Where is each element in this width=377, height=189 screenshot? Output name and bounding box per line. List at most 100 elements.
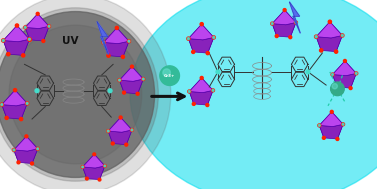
Circle shape — [143, 78, 144, 80]
Ellipse shape — [9, 25, 142, 164]
Circle shape — [86, 177, 88, 180]
Circle shape — [318, 124, 321, 127]
Ellipse shape — [0, 0, 171, 189]
Circle shape — [102, 41, 105, 44]
Circle shape — [12, 148, 15, 151]
Circle shape — [37, 148, 38, 150]
Circle shape — [306, 70, 310, 74]
Circle shape — [130, 65, 133, 68]
Circle shape — [275, 35, 278, 38]
Polygon shape — [15, 90, 27, 119]
Circle shape — [36, 147, 39, 150]
Circle shape — [13, 149, 15, 151]
Circle shape — [118, 79, 121, 82]
Circle shape — [21, 54, 25, 57]
Circle shape — [341, 34, 344, 37]
Polygon shape — [121, 118, 132, 145]
Polygon shape — [316, 36, 342, 52]
Circle shape — [128, 40, 130, 42]
Polygon shape — [38, 14, 49, 41]
Circle shape — [81, 166, 84, 168]
Polygon shape — [3, 39, 29, 55]
Polygon shape — [108, 118, 132, 132]
Circle shape — [320, 49, 323, 52]
Circle shape — [342, 123, 345, 126]
Polygon shape — [202, 78, 213, 105]
Circle shape — [314, 35, 318, 38]
Circle shape — [349, 87, 352, 90]
Circle shape — [200, 76, 203, 79]
Polygon shape — [319, 112, 343, 127]
Circle shape — [163, 69, 170, 76]
Circle shape — [343, 60, 346, 62]
Polygon shape — [333, 61, 346, 87]
Circle shape — [15, 24, 18, 27]
Circle shape — [98, 178, 101, 181]
Polygon shape — [25, 14, 49, 29]
Circle shape — [125, 143, 128, 146]
Circle shape — [130, 129, 133, 131]
Polygon shape — [14, 136, 28, 162]
Circle shape — [216, 70, 220, 74]
Circle shape — [26, 102, 29, 105]
Polygon shape — [285, 10, 296, 37]
Circle shape — [160, 66, 179, 85]
Polygon shape — [272, 10, 286, 36]
Polygon shape — [319, 112, 333, 138]
Circle shape — [107, 54, 110, 57]
Circle shape — [127, 40, 130, 43]
Circle shape — [2, 39, 5, 42]
Polygon shape — [332, 112, 343, 139]
Circle shape — [332, 84, 337, 89]
Polygon shape — [189, 78, 203, 104]
Circle shape — [334, 50, 338, 53]
Circle shape — [322, 136, 325, 139]
Circle shape — [330, 110, 333, 113]
Circle shape — [192, 102, 195, 105]
Polygon shape — [26, 136, 38, 163]
Polygon shape — [272, 10, 296, 25]
Polygon shape — [120, 79, 143, 94]
Circle shape — [315, 36, 317, 38]
Polygon shape — [333, 73, 356, 88]
Circle shape — [341, 34, 343, 36]
Polygon shape — [272, 22, 296, 37]
Circle shape — [119, 116, 122, 119]
Circle shape — [213, 36, 215, 38]
Circle shape — [28, 38, 31, 41]
Polygon shape — [3, 26, 29, 42]
Circle shape — [103, 165, 106, 167]
Polygon shape — [316, 22, 342, 38]
Polygon shape — [2, 103, 27, 119]
Circle shape — [336, 85, 339, 88]
Polygon shape — [104, 28, 129, 44]
Polygon shape — [189, 78, 213, 93]
Circle shape — [107, 130, 109, 132]
Circle shape — [295, 22, 297, 23]
Circle shape — [107, 130, 110, 132]
Circle shape — [131, 129, 133, 131]
Polygon shape — [104, 41, 129, 57]
Circle shape — [336, 138, 339, 140]
Circle shape — [17, 161, 20, 164]
Polygon shape — [188, 37, 214, 53]
Polygon shape — [83, 154, 105, 168]
Circle shape — [24, 26, 27, 29]
Polygon shape — [316, 22, 331, 50]
Circle shape — [35, 89, 39, 93]
Polygon shape — [14, 149, 38, 163]
Circle shape — [119, 79, 120, 81]
Polygon shape — [108, 130, 132, 145]
Polygon shape — [2, 90, 16, 118]
Polygon shape — [83, 166, 105, 180]
Circle shape — [319, 125, 320, 126]
Polygon shape — [132, 67, 143, 94]
Circle shape — [7, 53, 10, 56]
Circle shape — [103, 41, 104, 43]
Circle shape — [283, 9, 286, 12]
Circle shape — [5, 116, 8, 119]
Ellipse shape — [130, 0, 377, 189]
Polygon shape — [188, 24, 214, 40]
Polygon shape — [83, 154, 95, 179]
Polygon shape — [330, 22, 342, 52]
